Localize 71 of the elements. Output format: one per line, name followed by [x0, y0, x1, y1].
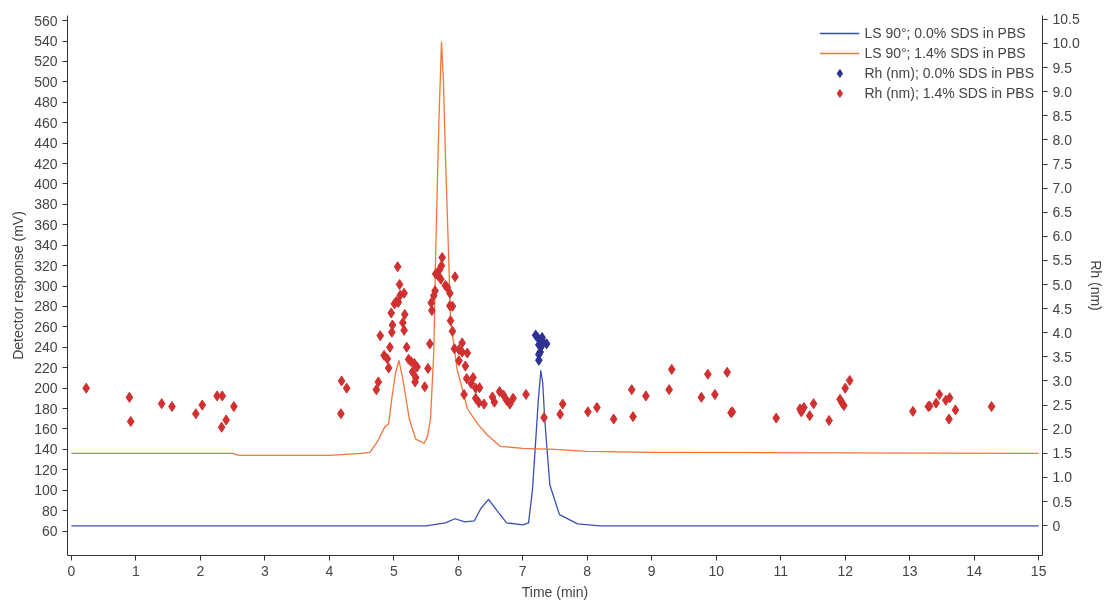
y2-tick-label: 8.5: [1052, 107, 1073, 124]
y-tick-label: 140: [34, 441, 58, 458]
x-tick-label: 1: [131, 562, 140, 579]
y2-tick-label: 0.5: [1052, 493, 1073, 510]
y-tick-label: 560: [34, 12, 58, 29]
legend-label: LS 90°; 1.4% SDS in PBS: [864, 45, 1026, 61]
y-tick-label: 180: [34, 400, 58, 417]
y-tick-label: 60: [41, 523, 58, 539]
y2-tick-label: 8.0: [1052, 131, 1073, 148]
y2-tick-label: 1.0: [1052, 469, 1073, 486]
y2-tick-label: 10.0: [1052, 35, 1080, 52]
y2-tick-label: 6.0: [1052, 228, 1073, 245]
x-tick-label: 11: [773, 562, 789, 579]
x-tick-label: 2: [196, 562, 205, 579]
y-tick-label: 300: [34, 278, 58, 295]
y-tick-label: 240: [34, 339, 58, 356]
y2-tick-label: 6.5: [1052, 204, 1073, 221]
x-tick-label: 14: [966, 562, 983, 579]
y2-tick-label: 7.0: [1052, 180, 1073, 197]
y2-axis-title: Rh (nm): [1087, 260, 1104, 311]
x-tick-label: 6: [454, 562, 463, 579]
y-tick-label: 280: [34, 298, 58, 315]
legend-label: LS 90°; 0.0% SDS in PBS: [864, 25, 1026, 41]
y-tick-label: 340: [34, 237, 58, 254]
y-tick-label: 360: [34, 216, 58, 233]
legend-label: Rh (nm); 0.0% SDS in PBS: [864, 65, 1034, 81]
x-tick-label: 12: [837, 562, 854, 579]
y2-tick-label: 3.5: [1052, 348, 1073, 365]
y-tick-label: 520: [34, 53, 58, 70]
y-tick-label: 460: [34, 114, 58, 131]
y-tick-label: 440: [34, 135, 58, 152]
x-tick-label: 9: [647, 562, 656, 579]
y2-tick-label: 4.0: [1052, 324, 1073, 341]
y-tick-label: 320: [34, 257, 58, 274]
y2-tick-label: 3.0: [1052, 372, 1073, 389]
y-tick-label: 420: [34, 155, 58, 172]
y2-tick-label: 4.5: [1052, 300, 1073, 317]
y2-tick-label: 2.0: [1052, 421, 1073, 438]
y-axis-title: Detector response (mV): [10, 211, 27, 360]
x-tick-label: 8: [583, 562, 592, 579]
y-tick-label: 160: [34, 420, 58, 437]
y-tick-label: 500: [34, 73, 58, 90]
y2-tick-label: 5.0: [1052, 276, 1073, 293]
y-tick-label: 100: [34, 482, 58, 499]
y-tick-label: 80: [41, 502, 58, 519]
y2-tick-label: 1.5: [1052, 445, 1073, 462]
x-tick-label: 0: [67, 562, 76, 579]
y-tick-label: 480: [34, 94, 58, 111]
x-tick-label: 15: [1030, 562, 1047, 579]
x-tick-label: 3: [260, 562, 269, 579]
y-tick-label: 120: [34, 461, 58, 478]
y2-tick-label: 9.0: [1052, 83, 1073, 100]
x-tick-label: 4: [325, 562, 334, 579]
y-tick-label: 220: [34, 359, 58, 376]
y2-tick-label: 5.5: [1052, 252, 1073, 269]
x-tick-label: 13: [901, 562, 918, 579]
y-tick-label: 540: [34, 33, 58, 50]
x-tick-label: 10: [708, 562, 725, 579]
x-axis-title: Time (min): [521, 583, 589, 600]
y2-tick-label: 10.5: [1052, 11, 1080, 28]
x-tick-label: 7: [518, 562, 527, 579]
y2-tick-label: 7.5: [1052, 156, 1073, 172]
y2-tick-label: 0: [1052, 517, 1061, 534]
y-tick-label: 200: [34, 380, 58, 397]
y-tick-label: 400: [34, 175, 58, 192]
y-tick-label: 380: [34, 196, 58, 213]
legend-label: Rh (nm); 1.4% SDS in PBS: [864, 85, 1034, 101]
x-tick-label: 5: [389, 562, 398, 579]
y-tick-label: 260: [34, 318, 58, 335]
y2-tick-label: 9.5: [1052, 59, 1073, 76]
y2-tick-label: 2.5: [1052, 397, 1073, 414]
